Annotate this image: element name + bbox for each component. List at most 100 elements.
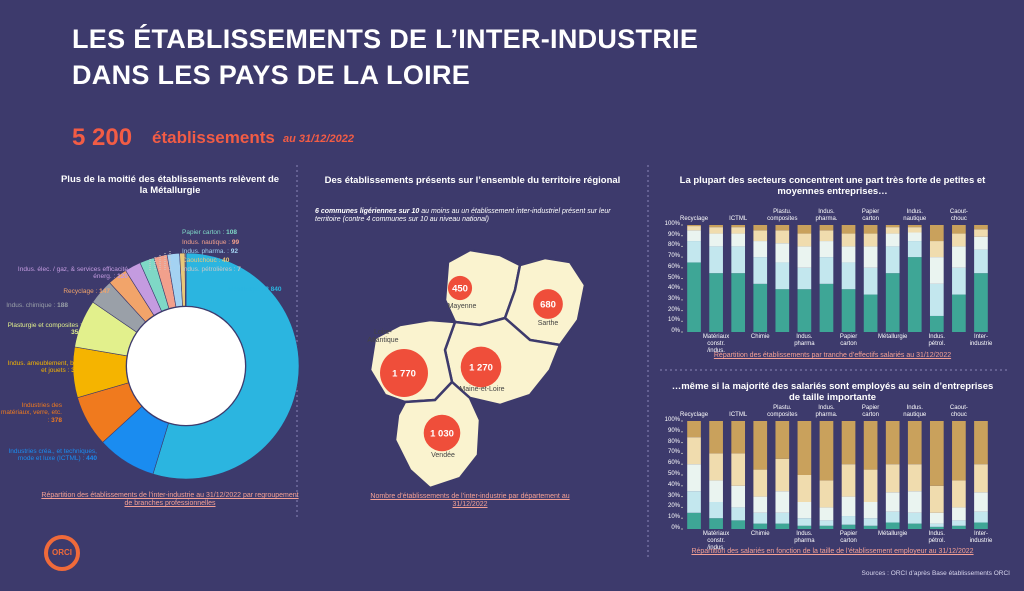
y-tick-label: 90%	[667, 231, 680, 238]
x-tick-label: Indus. pharma	[794, 531, 815, 544]
bar-segment	[841, 289, 856, 332]
donut-label: Industries des matériaux, verre, etc. : …	[0, 402, 62, 424]
x-tick-label: Caout- chouc	[949, 209, 968, 223]
bar-segment	[819, 525, 834, 529]
value-label: 120	[117, 273, 128, 281]
category: Métallurgie :	[228, 286, 264, 293]
donut-label: Recyclage : 147	[20, 288, 110, 295]
x-tick-label: Indus. pharma.	[815, 405, 838, 419]
bar-segment	[907, 512, 922, 524]
bar-segment	[797, 267, 812, 290]
y-tick-label: 50%	[667, 274, 680, 281]
bar-segment	[907, 227, 922, 233]
bar-segment	[974, 492, 988, 512]
bar-segment	[885, 225, 900, 228]
panel-title: Plus de la moitié des établissements rel…	[60, 174, 280, 196]
bar-segment	[709, 421, 723, 454]
bar-segment	[797, 525, 812, 529]
bar-segment	[929, 257, 944, 284]
bar-segment	[952, 267, 966, 295]
bar-segment	[974, 464, 988, 493]
department-bubble	[423, 414, 461, 452]
bar-segment	[952, 520, 966, 526]
bar-segment	[863, 525, 878, 529]
bar-segment	[797, 233, 812, 247]
x-tick-label: Indus. pharma.	[815, 209, 838, 223]
y-tick-label: 70%	[667, 253, 680, 260]
panel-note: Répartition des salariés en fonction de …	[691, 548, 974, 555]
bar-segment	[841, 233, 856, 247]
value-label: 375	[71, 367, 82, 375]
title: LES ÉTABLISSEMENTS DE L’INTER-INDUSTRIE	[72, 24, 699, 54]
bar-segment	[731, 507, 746, 521]
donut-label: Indus. ameublement, bois et jouets : 375	[2, 360, 82, 375]
bar-segment	[885, 233, 900, 247]
bar-segment	[885, 246, 900, 274]
bar-segment	[731, 246, 746, 274]
sources: Sources : ORCI d’après Base établissemen…	[861, 570, 1010, 577]
donut-label: Indus. pharma. : 92	[182, 248, 292, 255]
bar-segment	[819, 283, 834, 332]
bar-segment	[709, 227, 723, 234]
bar-segment	[841, 421, 856, 465]
bar-segment	[841, 524, 856, 529]
bar-segment	[863, 502, 878, 519]
bar-segment	[709, 225, 723, 228]
bar-segment	[952, 525, 966, 529]
x-tick-label: ICTML	[729, 412, 748, 419]
bar-segment	[952, 233, 966, 247]
department-bubble	[460, 346, 502, 388]
value-label: 108	[226, 229, 237, 236]
bar-segment	[753, 496, 768, 513]
bar-segment	[775, 523, 790, 529]
bar-segment	[952, 294, 966, 332]
bar-segment	[731, 520, 746, 529]
bar-segment	[775, 421, 790, 459]
bar-segment	[775, 262, 790, 290]
x-tick-label: Indus. pétrol.	[928, 334, 946, 347]
donut-label: Caoutchouc : 40	[182, 257, 292, 264]
bar-segment	[731, 421, 746, 454]
bar-segment	[929, 485, 944, 513]
bar-segment	[687, 262, 701, 332]
category: Industries créa., et techniques, mode et…	[8, 448, 97, 463]
y-tick-label: 20%	[667, 306, 680, 313]
x-tick-label: Matériaux constr. /indus.	[702, 531, 730, 551]
panel-note: Répartition des établissements de l’inte…	[41, 492, 299, 508]
bar-segment	[797, 289, 812, 332]
x-tick-label: Plastu. composites	[767, 405, 798, 419]
bar-segment	[775, 458, 790, 492]
value-label: 147	[99, 288, 110, 295]
department-bubble	[447, 275, 473, 301]
y-tick-label: 60%	[667, 263, 680, 270]
bar-segment	[775, 512, 790, 524]
bar-segment	[974, 225, 988, 230]
bar-segment	[709, 453, 723, 481]
bar-segment	[885, 273, 900, 332]
bubble-value: 450	[452, 284, 468, 295]
bar-segment	[885, 492, 900, 512]
bar-segment	[907, 464, 922, 492]
value-label: 40	[222, 257, 230, 264]
category: Caoutchouc :	[182, 257, 221, 264]
value-label: 7	[237, 266, 241, 273]
panel-note: Nombre d’établissements de l’inter-indus…	[370, 493, 570, 509]
department-bubble	[380, 349, 428, 397]
bar-segment	[709, 273, 723, 332]
bar-segment	[952, 421, 966, 481]
bar-segment	[952, 480, 966, 508]
bar-segment	[907, 232, 922, 242]
value-label: 92	[230, 248, 239, 255]
bar-segment	[863, 518, 878, 526]
bar-segment	[753, 283, 768, 332]
donut-slice	[184, 252, 187, 307]
x-tick-label: Métallurgie	[877, 531, 908, 537]
bar-segment	[929, 421, 944, 486]
bar-segment	[974, 522, 988, 529]
x-tick-label: Chimie	[750, 334, 770, 340]
bar-segment	[797, 246, 812, 268]
bar-segment	[952, 507, 966, 521]
panel-title: La plupart des secteurs concentrent une …	[679, 175, 986, 197]
donut-label: Industries créa., et techniques, mode et…	[2, 448, 97, 463]
bar-segment	[819, 230, 834, 242]
